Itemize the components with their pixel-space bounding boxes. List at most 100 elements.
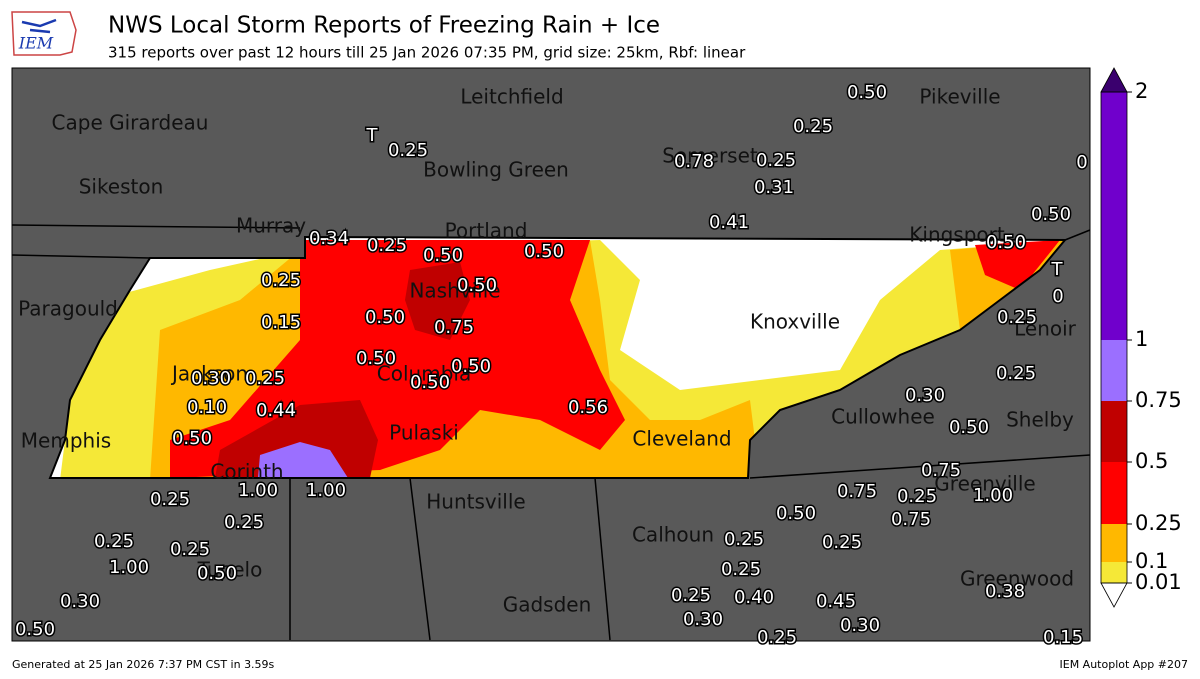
report-value: 0.50 bbox=[15, 619, 55, 640]
city-label: Cullowhee bbox=[831, 405, 935, 429]
report-value: 0.50 bbox=[847, 82, 887, 103]
report-value: 0.25 bbox=[757, 627, 797, 648]
report-value: 0.50 bbox=[172, 428, 212, 449]
city-label: Kingsport bbox=[909, 223, 1005, 247]
report-value: 1.00 bbox=[238, 480, 278, 501]
report-value: 0.25 bbox=[261, 270, 301, 291]
logo-text: IEM bbox=[18, 34, 54, 53]
report-value: 1.00 bbox=[973, 485, 1013, 506]
report-value: 0.50 bbox=[365, 307, 405, 328]
report-value: 0.25 bbox=[388, 140, 428, 161]
report-value: 0.34 bbox=[309, 228, 349, 249]
colorbar-tick-label: 0.25 bbox=[1135, 511, 1182, 535]
report-value: 0.25 bbox=[224, 512, 264, 533]
report-value: 0.78 bbox=[674, 151, 714, 172]
report-value: 0.31 bbox=[754, 177, 794, 198]
report-value: 0.50 bbox=[423, 245, 463, 266]
city-labels: Leitchfield Cape Girardeau Bowling Green Si… bbox=[18, 85, 1077, 617]
report-value: T bbox=[1051, 259, 1064, 280]
report-value: 0.10 bbox=[187, 397, 227, 418]
city-label: Lenoir bbox=[1014, 317, 1077, 341]
report-value: 0.30 bbox=[683, 609, 723, 630]
logo: IEM bbox=[11, 11, 77, 56]
city-label: Portland bbox=[445, 219, 528, 243]
city-label: Nashville bbox=[409, 279, 500, 303]
report-value: 0.25 bbox=[721, 559, 761, 580]
report-value: 0.40 bbox=[734, 587, 774, 608]
report-value: 0.50 bbox=[197, 563, 237, 584]
colorbar: 0.010.1 0.25 0.5 0.75 1 2 bbox=[1100, 67, 1182, 608]
report-value: 0.45 bbox=[816, 591, 856, 612]
colorbar-segment bbox=[1101, 401, 1127, 462]
colorbar-segment bbox=[1101, 92, 1127, 340]
report-value: 0.44 bbox=[256, 400, 296, 421]
report-value: 1.00 bbox=[109, 557, 149, 578]
city-label: Shelby bbox=[1006, 408, 1074, 432]
city-label: Corinth bbox=[210, 460, 283, 484]
city-label: Columbia bbox=[377, 362, 471, 386]
report-value: 0 bbox=[1052, 286, 1063, 307]
city-label: Jackson bbox=[170, 362, 248, 386]
colorbar-tick-label: 0.5 bbox=[1135, 449, 1168, 473]
report-value: 0.50 bbox=[410, 372, 450, 393]
report-value: 0.75 bbox=[837, 481, 877, 502]
footer-right: IEM Autoplot App #207 bbox=[1060, 658, 1189, 671]
city-label: Paragould bbox=[18, 297, 118, 321]
city-label: Somerset bbox=[662, 144, 758, 168]
report-value: 0.25 bbox=[897, 486, 937, 507]
report-value: 0.50 bbox=[949, 417, 989, 438]
city-label: Calhoun bbox=[632, 523, 714, 547]
city-label: Sikeston bbox=[79, 175, 164, 199]
report-value: 0.25 bbox=[245, 368, 285, 389]
colorbar-segment bbox=[1101, 462, 1127, 524]
colorbar-tick-label: 0.1 bbox=[1135, 549, 1168, 573]
colorbar-tick-label: 2 bbox=[1135, 79, 1148, 103]
report-value: 0.30 bbox=[840, 615, 880, 636]
report-value: 0.50 bbox=[524, 241, 564, 262]
report-value: 0.30 bbox=[191, 368, 231, 389]
report-value: 0.50 bbox=[776, 503, 816, 524]
report-value: 0.30 bbox=[60, 591, 100, 612]
report-value: 0.50 bbox=[986, 232, 1026, 253]
city-label: Bowling Green bbox=[423, 158, 569, 182]
report-value: 0.25 bbox=[170, 539, 210, 560]
city-label: Leitchfield bbox=[460, 85, 563, 109]
city-label: Greenville bbox=[934, 472, 1035, 496]
report-value: 0.75 bbox=[434, 317, 474, 338]
city-label: Tupelo bbox=[197, 558, 263, 582]
city-label: Pulaski bbox=[389, 421, 459, 445]
report-value: 0.25 bbox=[367, 235, 407, 256]
colorbar-tick-label: 0.01 bbox=[1135, 570, 1182, 594]
title: NWS Local Storm Reports of Freezing Rain… bbox=[108, 13, 660, 39]
city-label: Pikeville bbox=[919, 85, 1000, 109]
report-value: 0.25 bbox=[793, 116, 833, 137]
report-value: T bbox=[366, 125, 379, 146]
report-value: 0.50 bbox=[457, 275, 497, 296]
footer-left: Generated at 25 Jan 2026 7:37 PM CST in … bbox=[12, 658, 275, 671]
report-value: 0.25 bbox=[94, 531, 134, 552]
colorbar-tick-label: 1 bbox=[1135, 327, 1148, 351]
report-value: 0.25 bbox=[822, 532, 862, 553]
report-value: 0.15 bbox=[1043, 627, 1083, 648]
report-value: 0.25 bbox=[756, 150, 796, 171]
report-value: 0.15 bbox=[261, 312, 301, 333]
colorbar-segment bbox=[1101, 562, 1127, 583]
colorbar-frame bbox=[1100, 91, 1128, 584]
colorbar-segment bbox=[1101, 524, 1127, 562]
report-value: 0.38 bbox=[985, 581, 1025, 602]
report-value: 0.50 bbox=[1031, 204, 1071, 225]
report-value: 0.56 bbox=[568, 397, 608, 418]
report-value: 0.50 bbox=[451, 356, 491, 377]
city-label: Gadsden bbox=[503, 593, 592, 617]
city-label: Knoxville bbox=[750, 310, 840, 334]
city-label: Memphis bbox=[21, 429, 111, 453]
report-value: 0.50 bbox=[356, 348, 396, 369]
city-label: Greenwood bbox=[960, 567, 1074, 591]
city-label: Cape Girardeau bbox=[52, 111, 209, 135]
report-labels: T 0.25 0.50 0.25 0.78 0.25 0.31 0 0.50 0.41 0.34 0.… bbox=[13, 81, 1089, 650]
map bbox=[11, 67, 1091, 642]
report-value: 0.25 bbox=[724, 529, 764, 550]
report-value: 0.41 bbox=[709, 212, 749, 233]
report-value: 0.25 bbox=[150, 489, 190, 510]
